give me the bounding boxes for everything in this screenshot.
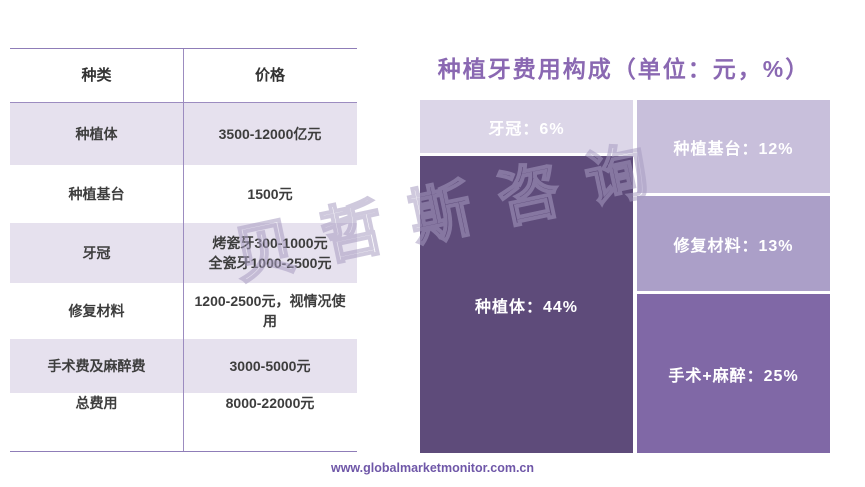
category-cell: 总费用 bbox=[75, 395, 118, 411]
cost-treemap: 牙冠：6% 种植体：44% 种植基台：12% 修复材料：13% 手术+麻醉：25… bbox=[420, 100, 830, 453]
treemap-block-material: 修复材料：13% bbox=[637, 196, 830, 291]
treemap-label-surgery: 手术+麻醉：25% bbox=[668, 367, 799, 385]
treemap-block-implant: 种植体：44% bbox=[420, 156, 633, 453]
table-row: 种植基台 1500元 bbox=[10, 165, 357, 223]
treemap-right-column: 种植基台：12% 修复材料：13% 手术+麻醉：25% bbox=[637, 100, 830, 453]
table-column-divider bbox=[183, 49, 184, 451]
price-cell: 1500元 bbox=[247, 185, 293, 202]
category-cell: 种植基台 bbox=[68, 185, 125, 202]
treemap-label-implant: 种植体：44% bbox=[474, 298, 579, 316]
category-cell: 修复材料 bbox=[68, 302, 125, 319]
treemap-label-abutment: 种植基台：12% bbox=[673, 140, 794, 158]
treemap-label-crown: 牙冠：6% bbox=[488, 120, 565, 138]
header-category: 种类 bbox=[81, 66, 112, 84]
table-row: 修复材料 1200-2500元，视情况使用 bbox=[10, 283, 357, 339]
category-cell: 种植体 bbox=[75, 125, 118, 142]
table-row: 总费用 8000-22000元 bbox=[10, 393, 357, 413]
price-table: 种类 价格 种植体 3500-12000亿元 种植基台 1500元 牙冠 烤瓷牙… bbox=[10, 48, 357, 452]
chart-title: 种植牙费用构成（单位：元，%） bbox=[437, 56, 811, 82]
category-cell: 牙冠 bbox=[82, 244, 111, 261]
treemap-block-crown: 牙冠：6% bbox=[420, 100, 633, 153]
price-cell: 8000-22000元 bbox=[225, 395, 315, 411]
treemap-label-material: 修复材料：13% bbox=[673, 237, 794, 255]
treemap-block-abutment: 种植基台：12% bbox=[637, 100, 830, 193]
price-cell: 1200-2500元，视情况使用 bbox=[194, 292, 346, 329]
category-cell: 手术费及麻醉费 bbox=[47, 357, 146, 374]
price-cell: 3500-12000亿元 bbox=[218, 125, 322, 142]
price-cell: 烤瓷牙300-1000元 全瓷牙1000-2500元 bbox=[208, 234, 332, 271]
footer-url-link[interactable]: www.globalmarketmonitor.com.cn bbox=[330, 461, 535, 475]
treemap-left-column: 牙冠：6% 种植体：44% bbox=[420, 100, 633, 453]
treemap-block-surgery: 手术+麻醉：25% bbox=[637, 294, 830, 453]
price-cell: 3000-5000元 bbox=[229, 357, 311, 374]
header-price: 价格 bbox=[254, 66, 285, 84]
